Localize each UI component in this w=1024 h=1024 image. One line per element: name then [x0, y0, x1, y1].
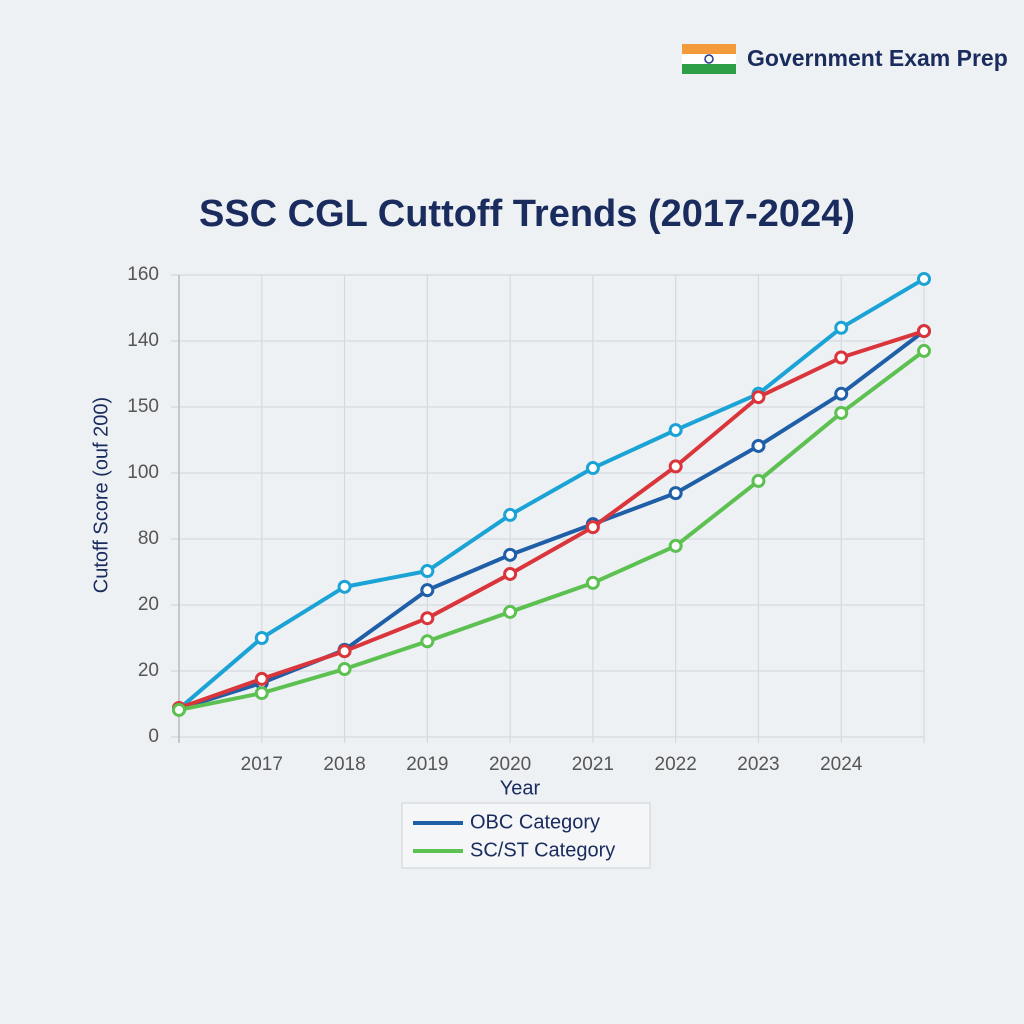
- data-point: [834, 350, 849, 365]
- y-axis-label: Cutoff Score (ouf 200): [90, 397, 112, 593]
- x-tick-label: 2024: [820, 754, 863, 775]
- brand: Government Exam Prep: [747, 45, 1008, 71]
- y-tick-label: 20: [138, 594, 159, 615]
- data-point: [751, 438, 766, 453]
- data-point: [337, 644, 352, 659]
- data-point: [503, 566, 518, 581]
- data-point: [420, 583, 435, 598]
- data-point: [834, 405, 849, 420]
- data-point: [503, 604, 518, 619]
- data-point: [420, 611, 435, 626]
- x-tick-label: 2020: [489, 754, 531, 775]
- data-point: [751, 473, 766, 488]
- series-line: [177, 277, 926, 711]
- data-point: [337, 579, 352, 594]
- x-tick-label: 2017: [241, 754, 283, 775]
- y-tick-label: 100: [127, 462, 159, 483]
- x-tick-label: 2023: [737, 754, 779, 775]
- flag: [682, 44, 736, 74]
- x-axis-label: Year: [500, 777, 541, 799]
- data-point: [751, 390, 766, 405]
- series-line: [178, 349, 926, 712]
- data-point: [254, 631, 269, 645]
- chart-title: SSC CGL Cuttoff Trends (2017-2024): [199, 193, 855, 235]
- data-point: [917, 324, 931, 339]
- data-point: [668, 486, 683, 501]
- x-tick-label: 2022: [655, 754, 697, 775]
- data-point: [503, 547, 518, 562]
- y-tick-label: 20: [138, 660, 159, 681]
- data-point: [834, 320, 849, 335]
- x-tick-label: 2018: [323, 754, 365, 775]
- data-point: [503, 507, 518, 522]
- y-tick-label: 150: [127, 396, 159, 417]
- x-tick-label: 2019: [406, 754, 448, 775]
- data-point: [917, 271, 931, 286]
- data-point: [917, 343, 931, 358]
- y-tick-label: 0: [148, 726, 159, 747]
- series-line: [178, 329, 925, 710]
- data-point: [585, 461, 600, 476]
- data-point: [834, 386, 849, 401]
- data-point: [668, 459, 683, 474]
- data-point: [420, 564, 435, 579]
- data-point: [337, 662, 352, 677]
- data-point: [585, 575, 600, 590]
- data-point: [420, 634, 435, 649]
- data-point: [254, 671, 269, 686]
- x-tick-label: 2021: [572, 754, 614, 775]
- y-tick-label: 80: [138, 528, 159, 549]
- legend-box: [401, 802, 651, 869]
- data-point: [668, 538, 683, 553]
- data-point: [668, 423, 683, 438]
- legend-label: OBC Category: [470, 811, 600, 833]
- legend-label: SC/ST Category: [470, 839, 615, 861]
- y-tick-label: 160: [127, 264, 159, 285]
- data-point: [172, 702, 186, 717]
- y-tick-label: 140: [127, 330, 159, 351]
- data-point: [254, 686, 269, 701]
- data-point: [585, 520, 600, 535]
